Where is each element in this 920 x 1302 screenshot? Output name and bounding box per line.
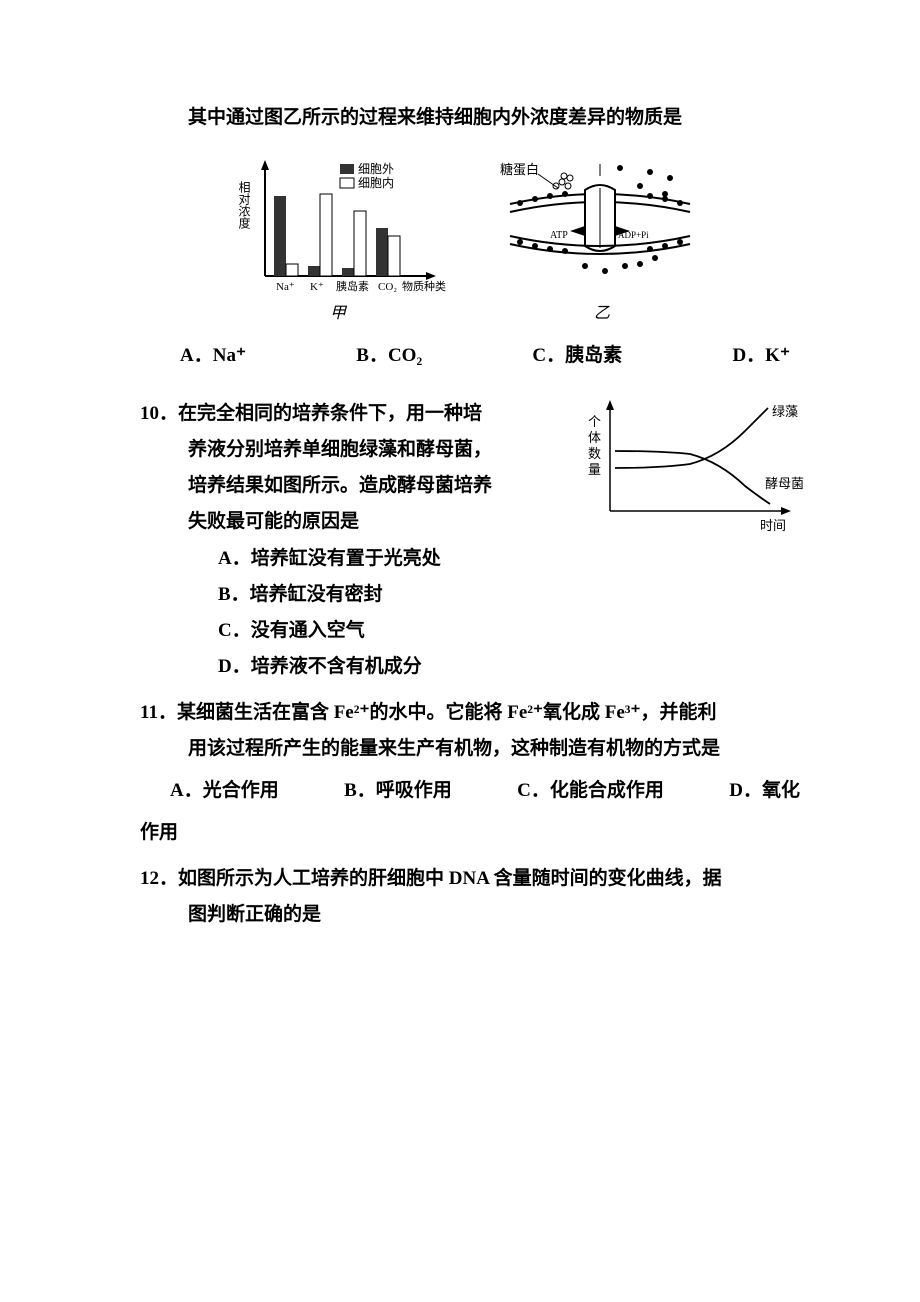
q9-stem: 其中通过图乙所示的过程来维持细胞内外浓度差异的物质是 xyxy=(140,100,800,136)
ylabel: 相对浓度 xyxy=(237,181,251,229)
q12-num: 12． xyxy=(140,868,178,889)
q9-opt-b: B．CO₂ xyxy=(356,338,422,374)
q10-block: 个 体 数 量 绿藻 酵母菌 时间 10．在完全相同的培养条件下，用一种培 养液… xyxy=(140,396,800,540)
xlabel-time: 时间 xyxy=(760,518,786,533)
q9-options: A．Na⁺ B．CO₂ C．胰岛素 D．K⁺ xyxy=(140,332,800,386)
q11-num: 11． xyxy=(140,702,177,723)
q10-graph: 个 体 数 量 绿藻 酵母菌 时间 xyxy=(580,396,810,546)
svg-text:量: 量 xyxy=(588,462,601,477)
q9-figure-row: 相对浓度 细胞外 细胞内 Na⁺ K⁺ 胰岛素 CO₂ 物质种类 甲 xyxy=(140,146,800,326)
svg-text:K⁺: K⁺ xyxy=(310,281,324,293)
q11-options: A．光合作用 B．呼吸作用 C．化能合成作用 D．氧化 xyxy=(140,767,800,815)
svg-text:胰岛素: 胰岛素 xyxy=(336,279,369,293)
svg-text:体: 体 xyxy=(588,430,601,445)
q9-bar-chart: 相对浓度 细胞外 细胞内 Na⁺ K⁺ 胰岛素 CO₂ 物质种类 甲 xyxy=(230,146,450,326)
atp-label: ATP xyxy=(550,230,568,241)
q11-opt-c: C．化能合成作用 xyxy=(517,773,664,809)
glyco-label: 糖蛋白 xyxy=(500,162,539,177)
label-green: 绿藻 xyxy=(772,404,798,419)
q10-opt-b: B．培养缸没有密封 xyxy=(140,577,800,613)
legend-out: 细胞外 xyxy=(358,162,394,176)
q9-opt-d: D．K⁺ xyxy=(732,338,790,374)
caption-yi: 乙 xyxy=(594,305,610,322)
q11-opt-d: D．氧化 xyxy=(729,773,800,809)
q10-num: 10． xyxy=(140,403,178,424)
q11-opt-a: A．光合作用 xyxy=(170,773,279,809)
xlabel: 物质种类 xyxy=(402,279,446,293)
q10-opt-d: D．培养液不含有机成分 xyxy=(140,649,800,685)
q9-membrane-diagram: 糖蛋白 ATP xyxy=(490,146,710,326)
q9-opt-c: C．胰岛素 xyxy=(532,338,622,374)
svg-text:个: 个 xyxy=(588,414,601,429)
svg-text:数: 数 xyxy=(588,446,601,461)
q10-opt-c: C．没有通入空气 xyxy=(140,613,800,649)
q12-line1: 12．如图所示为人工培养的肝细胞中 DNA 含量随时间的变化曲线，据 xyxy=(140,861,800,897)
q11-line1: 11．某细菌生活在富含 Fe²⁺的水中。它能将 Fe²⁺氧化成 Fe³⁺，并能利 xyxy=(140,695,800,731)
svg-text:CO₂: CO₂ xyxy=(378,281,397,293)
adp-label: ADP+Pi xyxy=(618,230,649,240)
svg-text:Na⁺: Na⁺ xyxy=(276,281,295,293)
legend-in: 细胞内 xyxy=(358,176,394,190)
caption-jia: 甲 xyxy=(330,305,348,322)
q11-opt-b: B．呼吸作用 xyxy=(344,773,452,809)
exam-page: 其中通过图乙所示的过程来维持细胞内外浓度差异的物质是 相对浓度 细胞外 细胞内 xyxy=(0,0,920,1014)
q11-line2: 用该过程所产生的能量来生产有机物，这种制造有机物的方式是 xyxy=(140,731,800,767)
q11-tail: 作用 xyxy=(140,815,800,851)
label-yeast: 酵母菌 xyxy=(765,476,804,491)
q12-line2: 图判断正确的是 xyxy=(140,897,800,933)
q9-opt-a: A．Na⁺ xyxy=(180,338,246,374)
